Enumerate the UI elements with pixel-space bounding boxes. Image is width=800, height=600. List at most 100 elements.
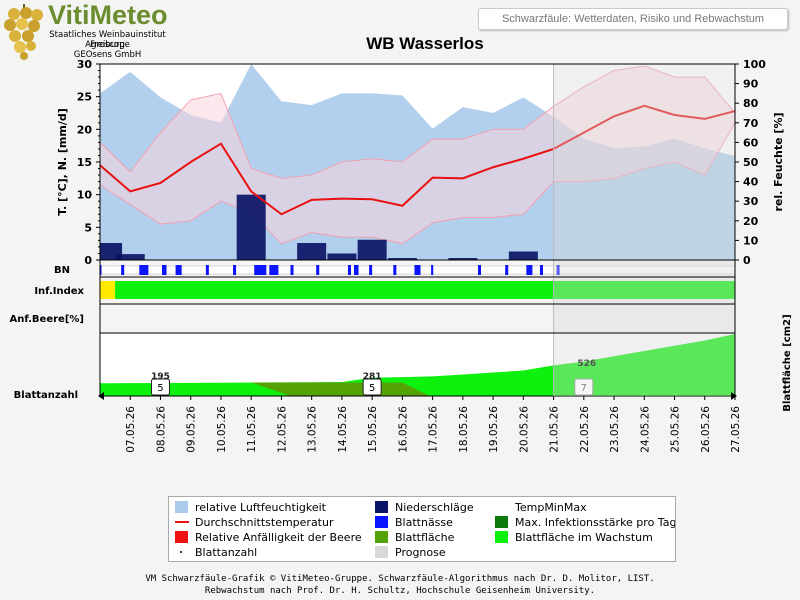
footer: VM Schwarzfäule-Grafik © VitiMeteo-Grupp… (0, 573, 800, 597)
logo-line-3: GEOsens GmbH (73, 50, 142, 60)
legend-label: TempMinMax (514, 501, 587, 514)
x-tick-label: 11.05.26 (246, 406, 258, 453)
x-tick-label: 17.05.26 (428, 406, 440, 453)
x-tick-label: 27.05.26 (730, 406, 742, 453)
logo-line-1: Staatliches Weinbauinstitut Freiburg (49, 30, 166, 50)
leaf-wetness-bar (233, 265, 237, 275)
legend-swatch (375, 546, 388, 558)
left-arrow-icon (98, 392, 104, 400)
legend-item: Blattnässe (375, 516, 453, 529)
right-tick-label: 100 (743, 58, 766, 71)
leaf-count-marker (150, 378, 170, 396)
leaf-count-row-label: Blattanzahl (14, 390, 78, 401)
precip-bar (357, 239, 387, 260)
right-arrow-icon (731, 392, 737, 400)
inf-index-low (100, 281, 116, 299)
legend-item: Prognose (375, 546, 446, 559)
logo-title: VitiMeteo (48, 0, 168, 30)
header-subtitle: Schwarzfäule: Wetterdaten, Risiko und Re… (501, 13, 765, 25)
right-tick-label: 30 (743, 195, 759, 208)
leaf-count-marker (574, 378, 594, 396)
leaf-wetness-bar (139, 265, 149, 275)
legend-swatch (375, 531, 388, 543)
legend-svg: relative Luftfeuchtigkeit Niederschläge Te… (175, 501, 676, 559)
legend-swatch (180, 551, 182, 553)
leaf-area-label: 195 (151, 372, 170, 382)
precip-bar (327, 253, 357, 260)
right-axis-label: rel. Feuchte [%] (772, 113, 785, 212)
legend-label: relative Luftfeuchtigkeit (195, 501, 327, 514)
x-tick-label: 21.05.26 (549, 406, 561, 453)
leaf-wetness-bar (556, 265, 560, 275)
leaf-count-value: 7 (581, 383, 587, 394)
right-tick-label: 20 (743, 215, 759, 228)
legend-item: Blattfläche im Wachstum (495, 531, 653, 544)
legend-label: Relative Anfälligkeit der Beere (195, 531, 362, 544)
x-tick-label: 24.05.26 (639, 406, 651, 453)
legend-label: Blattfläche im Wachstum (515, 531, 653, 544)
x-tick-label: 15.05.26 (367, 406, 379, 453)
leaf-wetness-bar (369, 265, 373, 275)
legend-item: TempMinMax (514, 501, 587, 514)
x-tick-label: 22.05.26 (579, 406, 591, 453)
x-tick-label: 23.05.26 (609, 406, 621, 453)
leaf-wetness-bar (290, 265, 294, 275)
precip-bar (297, 243, 327, 260)
x-tick-label: 07.05.26 (125, 406, 137, 453)
leaf-wetness-bar (393, 265, 397, 275)
x-tick-label: 16.05.26 (397, 406, 409, 453)
right-tick-label: 80 (743, 97, 759, 110)
leaf-wetness-bar (205, 265, 209, 275)
legend-label: Max. Infektionsstärke pro Tag (515, 516, 675, 529)
berry-row-label: Anf.Beere[%] (9, 314, 84, 325)
left-tick-label: 30 (77, 58, 93, 71)
x-tick-label: 12.05.26 (276, 406, 288, 453)
legend-item: Max. Infektionsstärke pro Tag (495, 516, 676, 529)
x-tick-label: 13.05.26 (307, 406, 319, 453)
x-tick-label: 25.05.26 (670, 406, 682, 453)
legend-item: Blattanzahl (180, 546, 257, 559)
legend-label: Prognose (395, 546, 446, 559)
header-subtitle-box: Schwarzfäule: Wetterdaten, Risiko und Re… (478, 8, 788, 30)
legend-item: Relative Anfälligkeit der Beere (175, 531, 362, 544)
legend-swatch (175, 531, 188, 543)
legend-swatch (375, 501, 388, 513)
temp-mean-line (99, 104, 736, 216)
left-tick-label: 20 (77, 123, 93, 136)
legend-swatch (175, 501, 188, 513)
right-tick-label: 40 (743, 176, 759, 189)
berry-row-area (100, 306, 735, 334)
x-tick-label: 26.05.26 (700, 406, 712, 453)
grape-logo-icon (4, 4, 43, 60)
right-tick-label: 50 (743, 156, 759, 169)
precip-bar (448, 258, 478, 260)
x-tick-label: 14.05.26 (337, 406, 349, 453)
x-tick-label: 08.05.26 (155, 406, 167, 453)
x-tick-label: 09.05.26 (186, 406, 198, 453)
legend-item: Blattfläche (375, 531, 455, 544)
leaf-wetness-bar (254, 265, 267, 275)
legend-swatch (495, 531, 508, 543)
right-tick-label: 90 (743, 78, 759, 91)
left-tick-label: 5 (84, 221, 92, 234)
right-tick-label: 60 (743, 136, 759, 149)
leaf-wetness-bar (175, 265, 182, 275)
logo-line-2: Agroscope (85, 40, 130, 50)
leaf-wetness-bar (431, 265, 434, 275)
precip-bar (236, 194, 266, 260)
leaf-wetness-bar (316, 265, 320, 275)
legend-swatch (495, 516, 508, 528)
legend-item: Durchschnittstemperatur (175, 516, 334, 529)
legend-label: Niederschläge (395, 501, 474, 514)
footer-line-2: Rebwachstum nach Prof. Dr. H. Schultz, H… (204, 586, 596, 596)
right-tick-label: 10 (743, 234, 759, 247)
legend: relative Luftfeuchtigkeit Niederschläge Te… (168, 496, 676, 562)
precip-bar (115, 254, 145, 260)
leaf-wetness-bar (121, 265, 125, 275)
x-tick-label: 19.05.26 (488, 406, 500, 453)
legend-item: Niederschläge (375, 501, 474, 514)
leaf-wetness-bar (526, 265, 533, 275)
legend-label: Blattanzahl (195, 546, 257, 559)
x-tick-label: 20.05.26 (518, 406, 530, 453)
